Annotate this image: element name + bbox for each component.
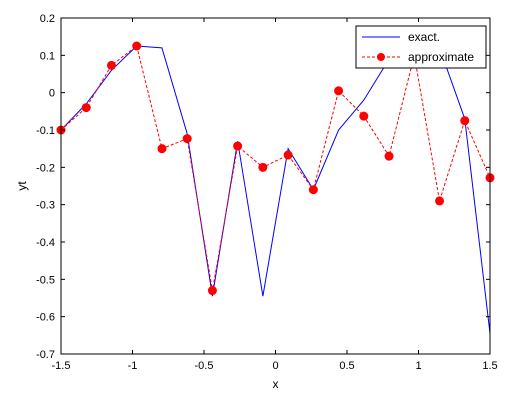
x-tick-label: 0.5 — [339, 360, 354, 372]
legend-exact-label: exact. — [408, 30, 440, 44]
y-tick-label: 0.2 — [40, 13, 55, 25]
legend-box — [355, 25, 487, 69]
series-approximate-point — [157, 144, 167, 154]
plot-area — [61, 18, 490, 354]
series-approximate-point — [308, 185, 318, 195]
x-tick-label: 1 — [415, 360, 421, 372]
y-tick-label: 0.1 — [40, 50, 55, 62]
y-tick-label: -0.5 — [36, 274, 55, 286]
y-tick-label: -0.2 — [36, 162, 55, 174]
x-axis-label: x — [273, 377, 279, 391]
y-axis-label: yt — [15, 181, 29, 191]
series-approximate-point — [435, 196, 445, 206]
x-tick-label: 0 — [272, 360, 278, 372]
y-tick-label: -0.7 — [36, 349, 55, 361]
series-approximate-point — [334, 86, 344, 96]
series-approximate-point — [182, 134, 192, 144]
y-tick-label: -0.4 — [36, 237, 55, 249]
legend: exact. approximate — [355, 25, 487, 69]
series-approximate-point — [81, 103, 91, 113]
series-approximate-point — [132, 41, 142, 51]
x-tick-label: -1 — [128, 360, 138, 372]
y-tick-label: 0 — [49, 88, 55, 100]
series-approximate-point — [106, 60, 116, 70]
y-tick-label: -0.3 — [36, 200, 55, 212]
x-tick-label: 1.5 — [482, 360, 497, 372]
x-tick-label: -0.5 — [195, 360, 214, 372]
legend-approximate-marker — [377, 53, 385, 61]
series-approximate-point — [207, 286, 217, 296]
y-tick-label: -0.6 — [36, 312, 55, 324]
y-tick-label: -0.1 — [36, 125, 55, 137]
x-tick-label: -1.5 — [52, 360, 71, 372]
series-approximate-line — [60, 45, 491, 291]
series-approximate-point — [258, 162, 268, 172]
series-approximate-point — [233, 141, 243, 151]
series-approximate-point — [460, 116, 470, 126]
series-approximate-point — [359, 111, 369, 121]
series-layer — [56, 39, 495, 334]
series-approximate-point — [384, 151, 394, 161]
series-approximate-point — [283, 150, 293, 160]
legend-approximate-label: approximate — [408, 50, 474, 64]
ticks-layer: -1.5 -1 -0.5 0 0.5 1 1.5 -0.7 -0.6 -0.5 -0.4 -0.3 -0… — [36, 13, 498, 372]
